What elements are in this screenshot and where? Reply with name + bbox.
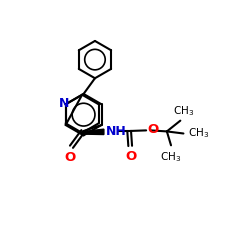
Text: CH$_3$: CH$_3$ <box>173 104 194 118</box>
Text: CH$_3$: CH$_3$ <box>160 150 182 164</box>
Text: CH$_3$: CH$_3$ <box>188 126 209 140</box>
Text: O: O <box>65 151 76 164</box>
Polygon shape <box>82 129 104 134</box>
Text: NH: NH <box>106 124 127 138</box>
Text: N: N <box>59 97 69 110</box>
Text: O: O <box>125 150 136 163</box>
Text: O: O <box>148 123 159 136</box>
